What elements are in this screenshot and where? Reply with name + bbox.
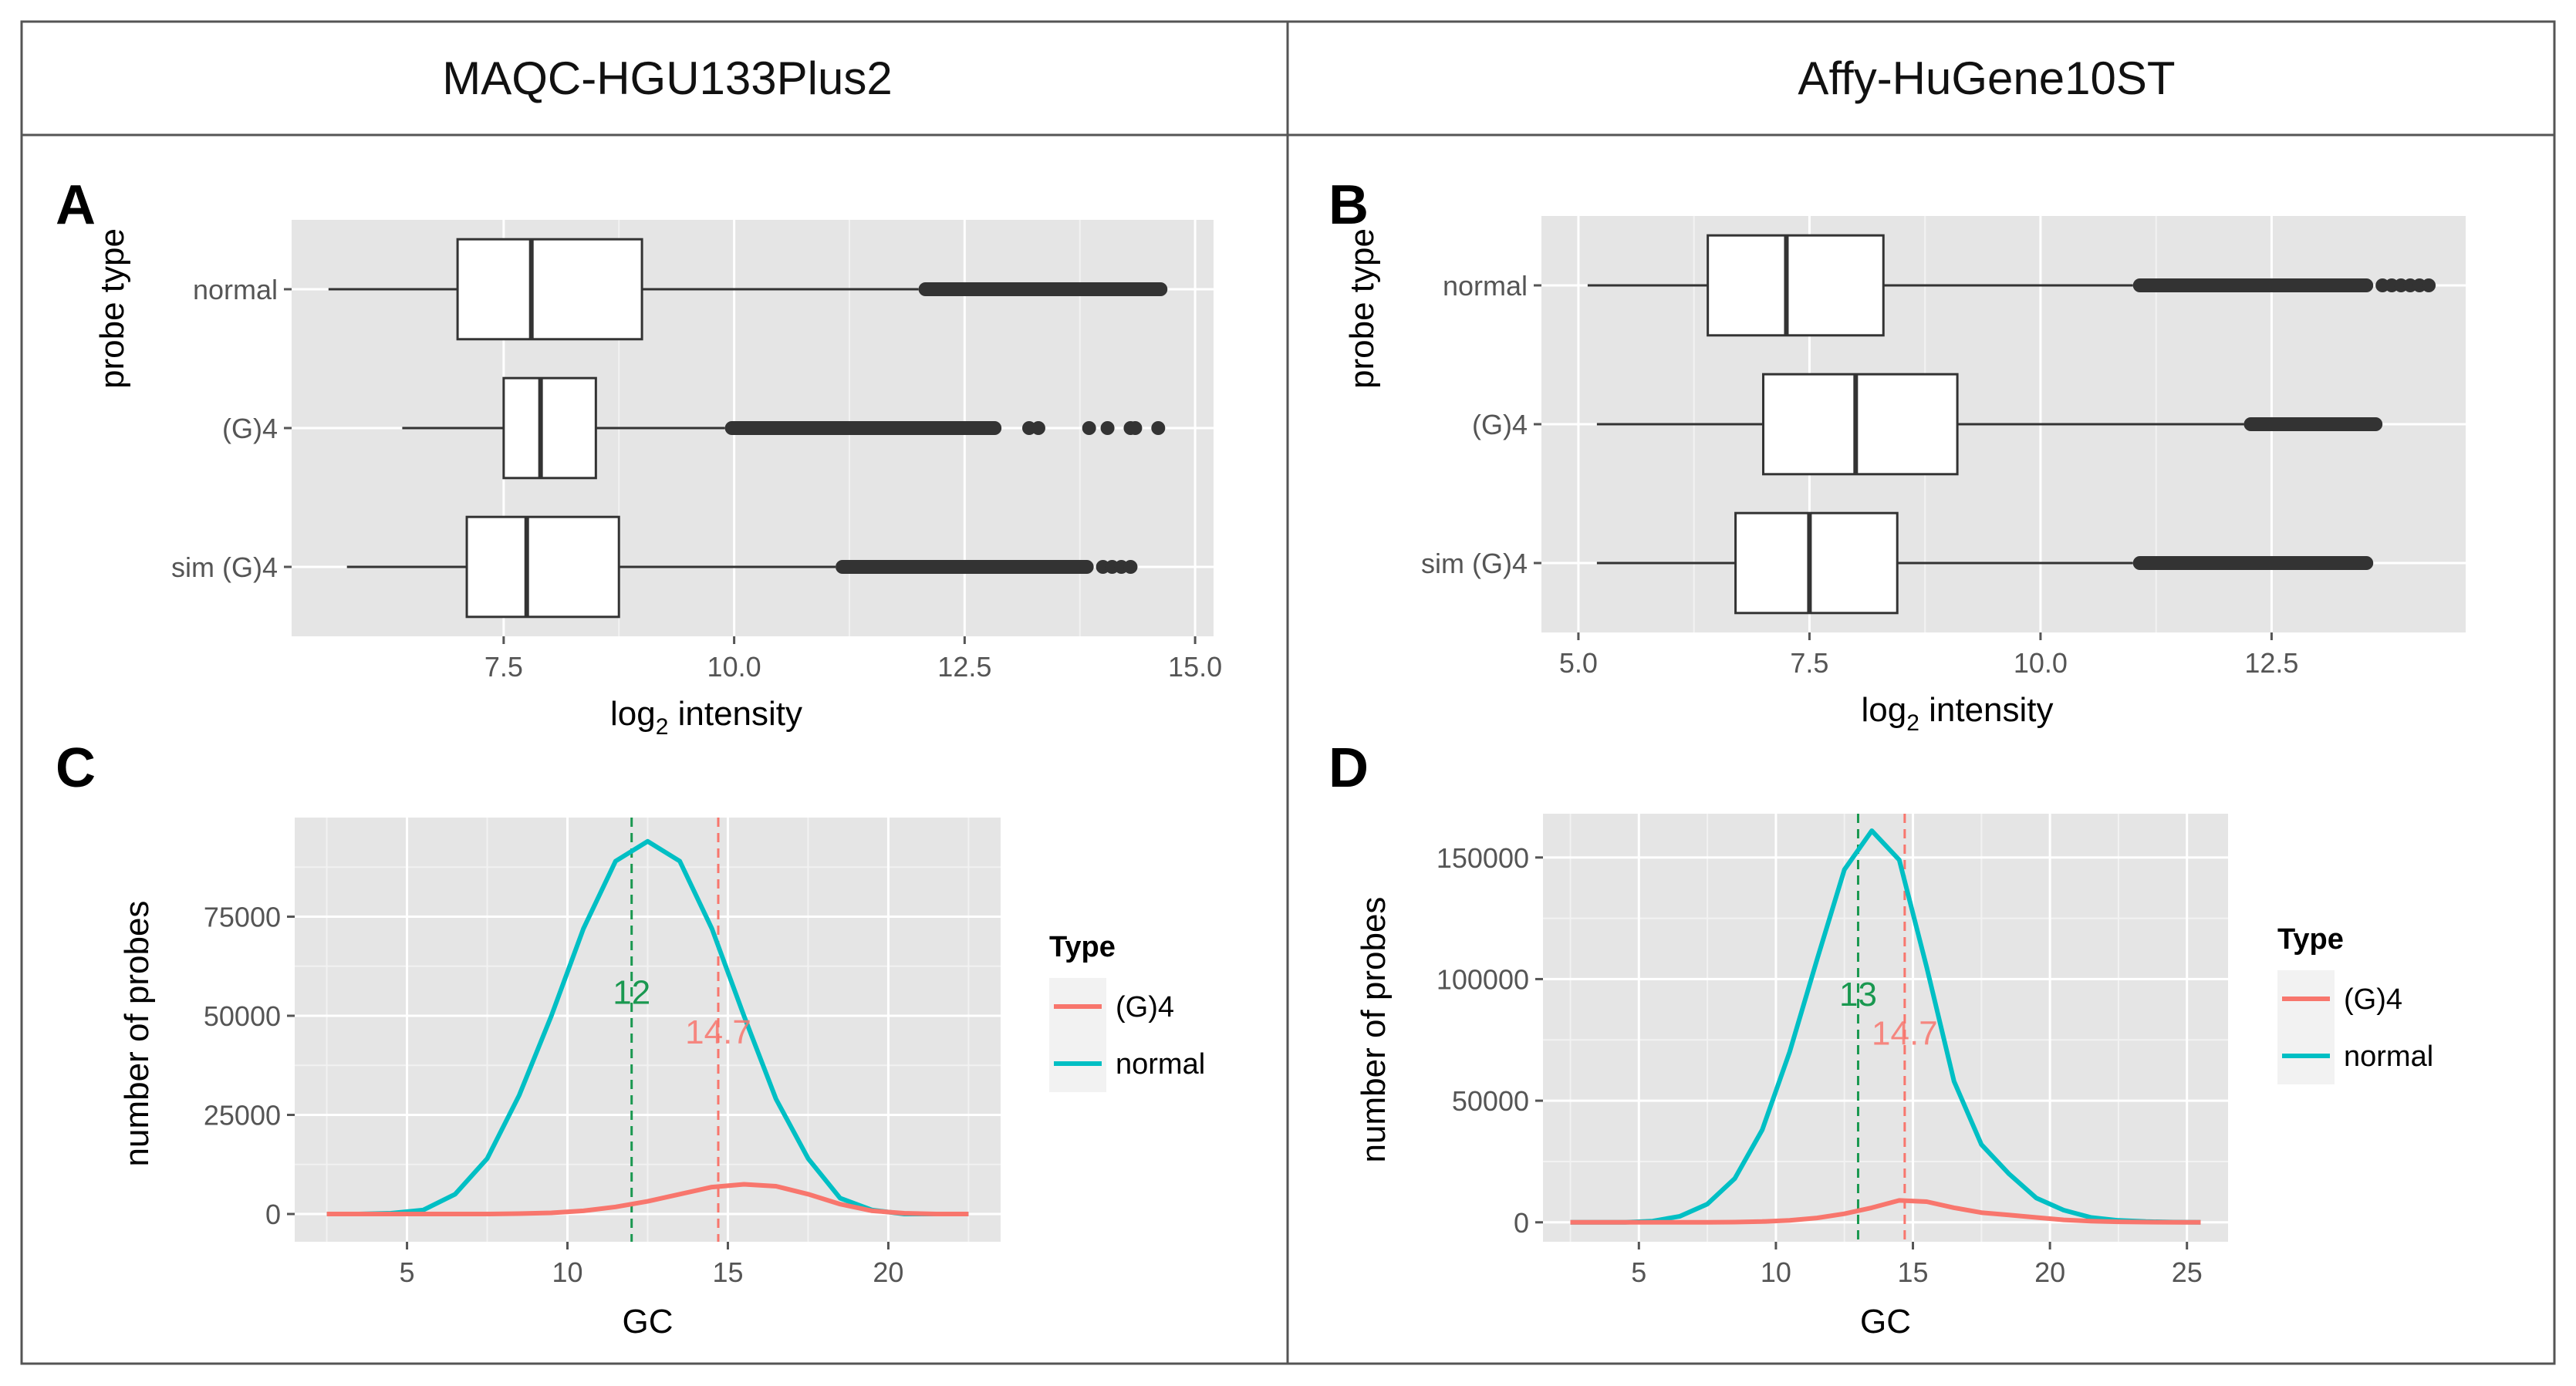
- x-tick-label: 12.5: [937, 651, 991, 683]
- x-tick-label: 10.0: [707, 651, 761, 683]
- series-line-g-4: [1570, 1198, 2201, 1225]
- x-tick-label: 5: [400, 1256, 415, 1288]
- y-tick-label: 0: [1514, 1207, 1529, 1239]
- x-tick-label: 25: [2172, 1256, 2203, 1288]
- box-sim-g-4: [1596, 511, 2374, 615]
- x-axis-title: log2 intensity: [1861, 691, 2053, 736]
- box-normal: [1587, 234, 2436, 337]
- x-tick-label: 12.5: [2244, 647, 2298, 679]
- x-axis-title: GC: [1860, 1303, 1911, 1340]
- outlier-band: [2132, 556, 2374, 570]
- x-tick-label: 15: [1897, 1256, 1928, 1288]
- panel-b-boxplot: B 5.0 7.5 10.0 12.5 normal (G)4 sim (G)4 log2 in…: [1329, 174, 2466, 736]
- y-tick-label: 25000: [204, 1100, 281, 1131]
- outlier-point: [2422, 278, 2436, 292]
- outlier-band: [918, 282, 1168, 296]
- series-line-normal: [1570, 828, 2201, 1225]
- y-tick-label: 0: [265, 1199, 281, 1230]
- y-tick-label: 100000: [1437, 963, 1529, 995]
- column-title-left: MAQC-HGU133Plus2: [442, 52, 893, 104]
- legend-label-g-4: (G)4: [1116, 991, 1174, 1023]
- x-tick-label: 5: [1631, 1256, 1646, 1288]
- y-tick-label-g-4: (G)4: [1472, 409, 1528, 440]
- legend: Type(G)4 normal: [2277, 923, 2433, 1084]
- legend-title: Type: [1049, 931, 1116, 963]
- legend-label-g-4: (G)4: [2344, 983, 2402, 1016]
- y-tick-label: 75000: [204, 902, 281, 933]
- y-tick-label-sim-g-4: sim (G)4: [1421, 548, 1528, 579]
- y-axis-title: number of probes: [118, 901, 156, 1167]
- legend-label-normal: normal: [2344, 1040, 2433, 1073]
- y-tick-label-g-4: (G)4: [222, 413, 278, 444]
- series-line-normal: [326, 838, 969, 1216]
- box-g-4: [402, 376, 1166, 480]
- outlier-point: [1123, 560, 1138, 574]
- x-tick-label: 10: [552, 1256, 582, 1288]
- outlier-point: [1100, 421, 1115, 435]
- x-tick-label: 7.5: [1790, 647, 1828, 679]
- y-tick-label: 50000: [1452, 1085, 1529, 1117]
- outlier-point: [1128, 421, 1143, 435]
- mean-label-g-4: 14.7: [1872, 1015, 1938, 1053]
- series-line-g-4: [326, 1182, 969, 1216]
- box-iqr: [465, 515, 620, 619]
- outlier-point: [1082, 421, 1096, 435]
- outlier-band: [836, 560, 1094, 574]
- legend-title: Type: [2277, 923, 2344, 956]
- column-title-right: Affy-HuGene10ST: [1798, 52, 2175, 104]
- outlier-band: [2243, 417, 2383, 431]
- plot-background: [1543, 814, 2228, 1242]
- x-tick-label: 20: [873, 1256, 903, 1288]
- y-tick-label-sim-g-4: sim (G)4: [171, 551, 278, 583]
- y-tick-label-normal: normal: [193, 274, 278, 305]
- y-axis-title: number of probes: [1355, 897, 1393, 1163]
- x-axis-title: log2 intensity: [610, 695, 802, 740]
- x-tick-label: 7.5: [484, 651, 523, 683]
- y-tick-label: 150000: [1437, 842, 1529, 874]
- y-axis-title: probe type: [1343, 228, 1381, 389]
- x-tick-label: 10: [1761, 1256, 1791, 1288]
- box-iqr: [1762, 373, 1959, 476]
- panel-letter: D: [1329, 737, 1369, 799]
- box-g-4: [1596, 373, 2383, 476]
- box-iqr: [1707, 234, 1885, 337]
- outlier-band: [724, 421, 1002, 435]
- box-sim-g-4: [346, 515, 1138, 619]
- legend-label-normal: normal: [1116, 1048, 1205, 1081]
- box-iqr: [456, 238, 643, 341]
- mean-label-normal: 13: [1839, 976, 1877, 1013]
- mean-label-g-4: 14.7: [685, 1013, 751, 1051]
- panel-letter: A: [56, 174, 96, 236]
- box-normal: [328, 238, 1168, 341]
- y-tick-label: 50000: [204, 1000, 281, 1032]
- box-iqr: [1734, 511, 1899, 615]
- y-tick-label-normal: normal: [1443, 270, 1528, 302]
- panel-letter: C: [56, 737, 96, 799]
- x-axis-title: GC: [623, 1303, 674, 1340]
- outlier-point: [1151, 421, 1166, 435]
- x-tick-label: 20: [2034, 1256, 2065, 1288]
- outlier-band: [2132, 278, 2374, 292]
- x-tick-label: 5.0: [1559, 647, 1598, 679]
- mean-label-normal: 12: [613, 974, 650, 1012]
- panel-letter: B: [1329, 174, 1369, 236]
- panel-a-boxplot: A 7.5 10.0 12.5 15.0 normal (G)4 sim (G)4 log2 i…: [56, 174, 1222, 740]
- x-tick-label: 15: [712, 1256, 743, 1288]
- legend: Type(G)4 normal: [1049, 931, 1205, 1092]
- x-tick-label: 10.0: [2014, 647, 2068, 679]
- x-tick-label: 15.0: [1168, 651, 1222, 683]
- outlier-point: [1031, 421, 1045, 435]
- y-axis-title: probe type: [93, 228, 131, 389]
- box-iqr: [502, 376, 597, 480]
- panel-c-gc-distribution: C 5 10 15 20 0 25000 50000 75000 12 14.7 GC number o…: [56, 737, 1205, 1340]
